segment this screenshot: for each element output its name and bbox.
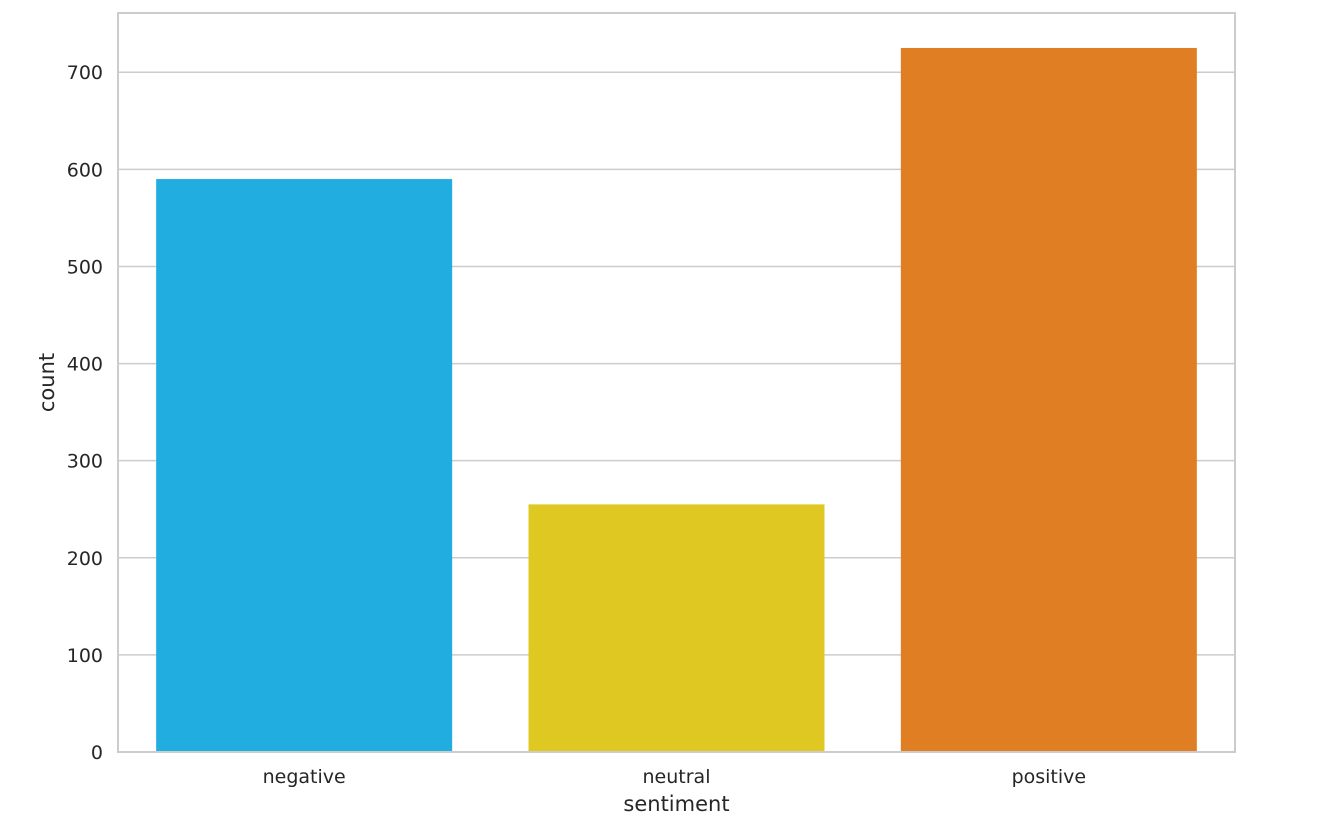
x-tick-label-neutral: neutral — [643, 766, 711, 788]
bar-negative — [156, 179, 453, 752]
x-axis-title: sentiment — [623, 792, 729, 816]
x-tick-label-positive: positive — [1012, 766, 1087, 788]
y-tick-label: 100 — [67, 645, 103, 667]
y-tick-label: 200 — [67, 548, 103, 570]
y-tick-label: 300 — [67, 451, 103, 473]
y-tick-labels: 0 100 200 300 400 500 600 700 — [67, 62, 103, 764]
y-axis-title: count — [35, 353, 59, 412]
bars — [156, 47, 1197, 752]
plot-frame — [117, 12, 1236, 753]
y-tick-label: 500 — [67, 256, 103, 278]
x-tick-label-negative: negative — [263, 766, 346, 788]
y-tick-label: 0 — [91, 742, 103, 764]
y-tick-label: 400 — [67, 354, 103, 376]
bar-neutral — [528, 504, 825, 752]
y-tick-label: 600 — [67, 159, 103, 181]
y-tick-label: 700 — [67, 62, 103, 84]
x-tick-labels: negative neutral positive — [263, 766, 1086, 788]
bar-positive — [900, 47, 1197, 752]
